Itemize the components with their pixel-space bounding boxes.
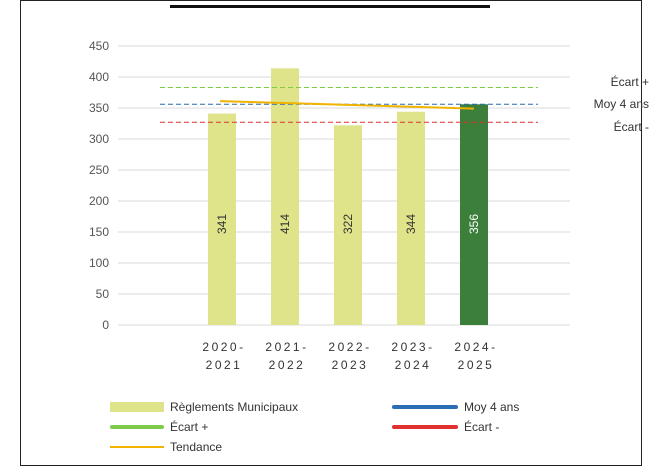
legend-swatch-ecart-moins bbox=[392, 425, 458, 429]
bar-3 bbox=[397, 111, 425, 325]
legend-swatch-tendance bbox=[110, 446, 164, 448]
cropped-title-strip bbox=[20, 0, 642, 8]
y-tick-label-200: 200 bbox=[89, 194, 109, 208]
x-tick-label-4-line1: 2024- bbox=[454, 340, 497, 354]
data-label-1: 414 bbox=[278, 214, 292, 234]
x-tick-label-0-line2: 2021 bbox=[206, 358, 243, 372]
legend-label-ecart-plus: Écart + bbox=[170, 420, 209, 434]
data-label-2: 322 bbox=[341, 214, 355, 234]
y-tick-label-250: 250 bbox=[89, 163, 109, 177]
legend-label-reglements: Règlements Municipaux bbox=[170, 400, 299, 414]
bar-1 bbox=[271, 68, 299, 325]
trend-line bbox=[219, 100, 475, 110]
data-label-4: 356 bbox=[467, 214, 481, 234]
y-tick-label-50: 50 bbox=[96, 287, 110, 301]
x-tick-label-2-line1: 2022- bbox=[328, 340, 371, 354]
x-tick-label-1-line2: 2022 bbox=[269, 358, 306, 372]
y-tick-label-0: 0 bbox=[102, 318, 109, 332]
bar-2 bbox=[334, 125, 362, 325]
bar-0 bbox=[208, 113, 236, 325]
x-tick-label-4-line2: 2025 bbox=[458, 358, 495, 372]
x-tick-label-3-line1: 2023- bbox=[391, 340, 434, 354]
y-tick-label-450: 450 bbox=[89, 39, 109, 53]
y-tick-label-400: 400 bbox=[89, 70, 109, 84]
legend-swatch-reglements bbox=[110, 402, 164, 412]
bar-4 bbox=[460, 104, 488, 325]
legend-label-ecart-moins: Écart - bbox=[464, 420, 500, 434]
x-tick-label-1-line1: 2021- bbox=[265, 340, 308, 354]
y-tick-label-350: 350 bbox=[89, 101, 109, 115]
x-tick-label-3-line2: 2024 bbox=[395, 358, 432, 372]
legend-label-moy-4-ans: Moy 4 ans bbox=[464, 400, 520, 414]
legend-label-tendance: Tendance bbox=[170, 440, 223, 454]
data-label-0: 341 bbox=[215, 214, 229, 234]
y-tick-label-100: 100 bbox=[89, 256, 109, 270]
legend-swatch-moy-4-ans bbox=[392, 405, 458, 409]
ref-label-ecart-moins: Écart - bbox=[613, 120, 649, 135]
data-label-3: 344 bbox=[404, 214, 418, 234]
x-tick-label-2-line2: 2023 bbox=[332, 358, 369, 372]
ref-label-moy-4-ans: Moy 4 ans bbox=[593, 97, 649, 112]
legend-swatch-ecart-plus bbox=[110, 425, 164, 429]
ref-label-ecart-plus: Écart + bbox=[610, 74, 649, 89]
chart-frame bbox=[20, 0, 642, 466]
x-tick-label-0-line1: 2020- bbox=[202, 340, 245, 354]
y-tick-label-300: 300 bbox=[89, 132, 109, 146]
y-tick-label-150: 150 bbox=[89, 225, 109, 239]
